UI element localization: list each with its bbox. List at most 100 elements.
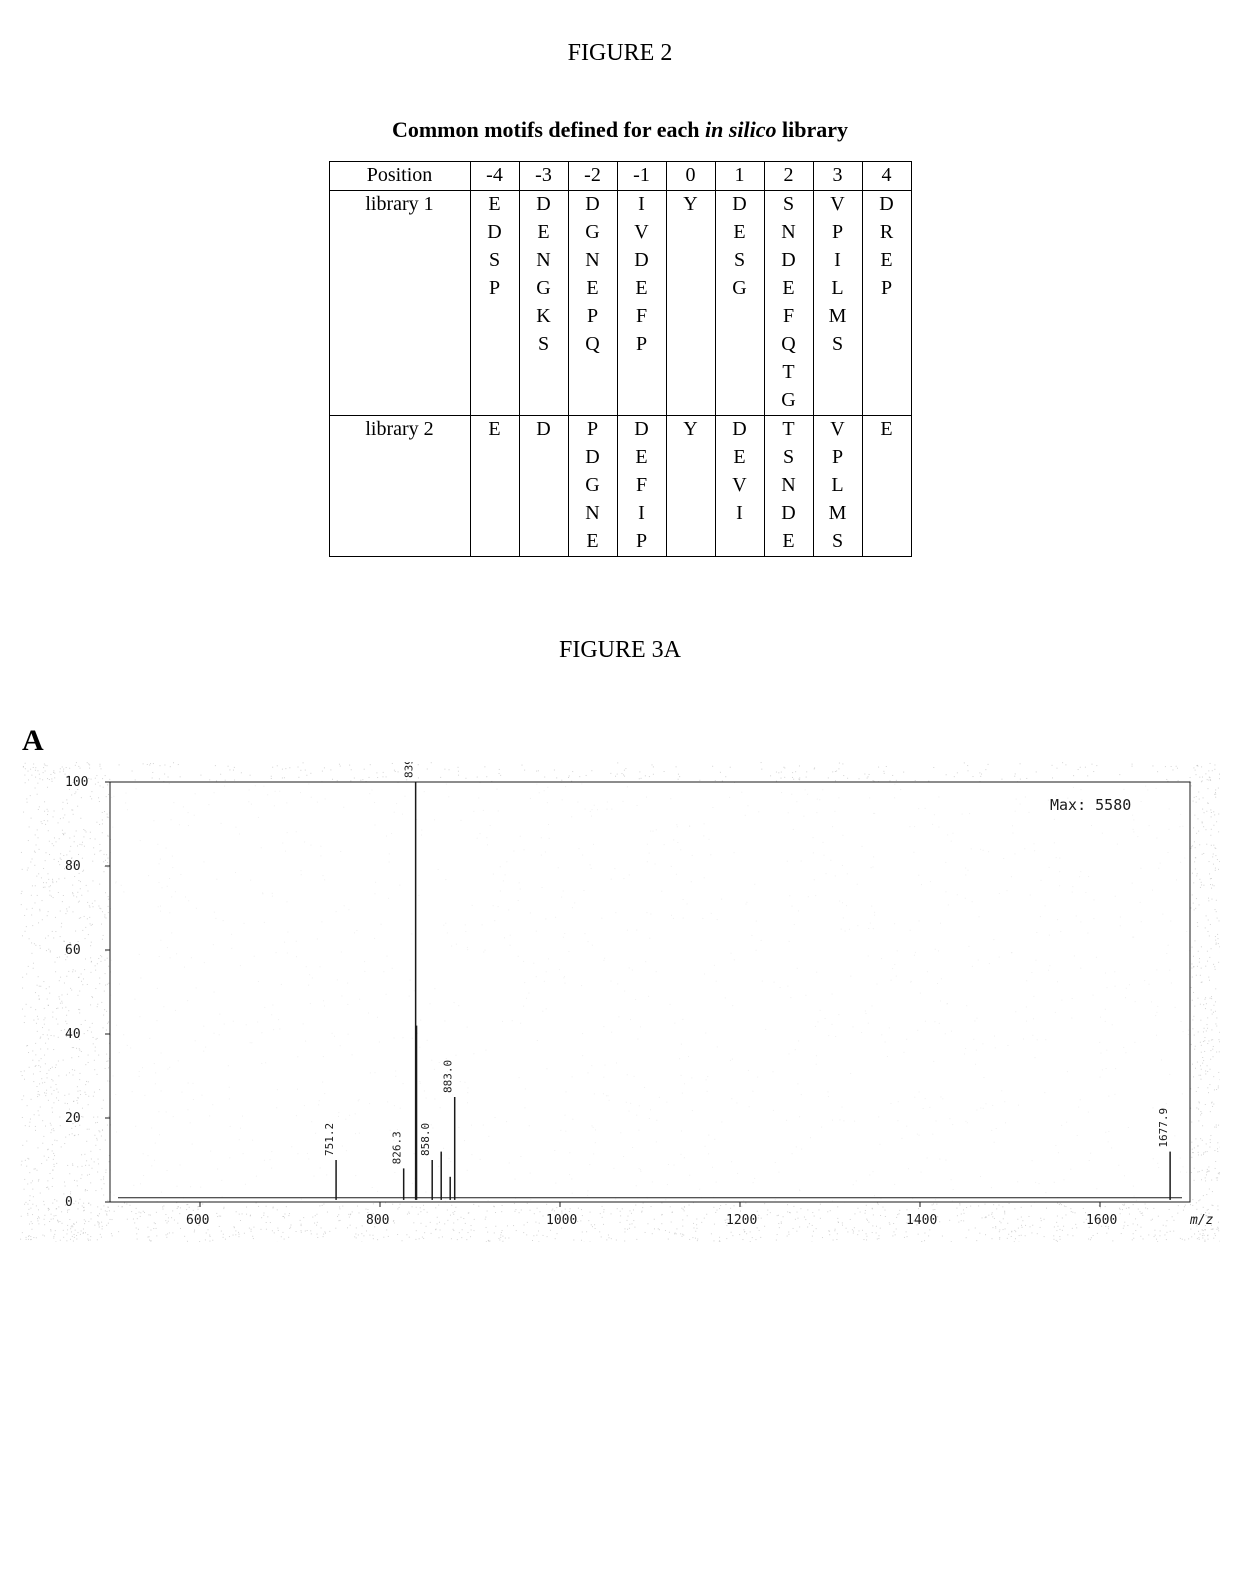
motif-cell: Y xyxy=(666,416,715,445)
motif-cell xyxy=(470,359,519,387)
library-label-cell xyxy=(329,528,470,557)
library-label-cell: library 2 xyxy=(329,416,470,445)
motif-cell: M xyxy=(813,500,862,528)
motif-cell: G xyxy=(715,275,764,303)
library-label-cell xyxy=(329,219,470,247)
motif-cell xyxy=(862,359,911,387)
svg-text:Max: 5580: Max: 5580 xyxy=(1050,796,1131,814)
motif-cell: S xyxy=(764,444,813,472)
motif-cell: G xyxy=(568,472,617,500)
motif-cell: E xyxy=(764,275,813,303)
motif-cell: E xyxy=(470,416,519,445)
motif-cell: E xyxy=(568,275,617,303)
motif-cell: E xyxy=(862,416,911,445)
motif-cell: F xyxy=(764,303,813,331)
motif-cell: E xyxy=(470,191,519,220)
motif-cell xyxy=(862,387,911,416)
motif-cell: V xyxy=(813,416,862,445)
motif-cell: E xyxy=(715,444,764,472)
motif-cell: V xyxy=(715,472,764,500)
motif-cell: F xyxy=(617,472,666,500)
header-cell: 0 xyxy=(666,162,715,191)
motif-cell: D xyxy=(764,247,813,275)
motif-cell: F xyxy=(617,303,666,331)
motif-cell: Y xyxy=(666,191,715,220)
motif-cell xyxy=(470,500,519,528)
motif-cell xyxy=(715,303,764,331)
motif-cell: S xyxy=(813,331,862,359)
motif-cell: E xyxy=(568,528,617,557)
motif-cell xyxy=(666,444,715,472)
motif-cell xyxy=(666,500,715,528)
motif-cell: P xyxy=(617,528,666,557)
motif-cell xyxy=(666,359,715,387)
motif-cell: N xyxy=(568,500,617,528)
library-label-cell xyxy=(329,500,470,528)
motif-cell xyxy=(813,387,862,416)
motif-cell: S xyxy=(715,247,764,275)
library-label-cell xyxy=(329,359,470,387)
motif-cell xyxy=(519,387,568,416)
motif-cell: D xyxy=(519,191,568,220)
motif-cell: I xyxy=(715,500,764,528)
svg-text:80: 80 xyxy=(65,859,81,874)
motif-cell xyxy=(470,472,519,500)
motif-cell: P xyxy=(862,275,911,303)
header-cell: 1 xyxy=(715,162,764,191)
motif-cell: T xyxy=(764,359,813,387)
svg-text:100: 100 xyxy=(65,775,88,790)
motif-cell xyxy=(862,500,911,528)
svg-text:751.2: 751.2 xyxy=(323,1123,336,1156)
motif-cell xyxy=(666,303,715,331)
motif-cell xyxy=(813,359,862,387)
library-label-cell xyxy=(329,247,470,275)
library-label-cell xyxy=(329,472,470,500)
header-cell: 3 xyxy=(813,162,862,191)
motif-cell: P xyxy=(617,331,666,359)
svg-text:1400: 1400 xyxy=(906,1213,937,1228)
motif-cell xyxy=(715,359,764,387)
header-cell: Position xyxy=(329,162,470,191)
motif-cell: G xyxy=(568,219,617,247)
motif-cell xyxy=(666,247,715,275)
motif-cell: D xyxy=(715,191,764,220)
svg-text:883.0: 883.0 xyxy=(442,1060,455,1093)
svg-text:1200: 1200 xyxy=(726,1213,757,1228)
motif-cell xyxy=(862,331,911,359)
header-cell: -2 xyxy=(568,162,617,191)
svg-text:600: 600 xyxy=(186,1213,209,1228)
motif-cell: D xyxy=(862,191,911,220)
motif-cell: S xyxy=(519,331,568,359)
svg-text:40: 40 xyxy=(65,1027,81,1042)
motif-cell: E xyxy=(862,247,911,275)
motif-cell xyxy=(715,331,764,359)
header-cell: 4 xyxy=(862,162,911,191)
motif-cell xyxy=(519,528,568,557)
motif-cell xyxy=(666,472,715,500)
motif-cell xyxy=(715,387,764,416)
svg-text:826.3: 826.3 xyxy=(391,1131,404,1164)
motif-cell xyxy=(862,303,911,331)
figure-2-label: FIGURE 2 xyxy=(20,40,1220,67)
motif-cell: N xyxy=(568,247,617,275)
motif-cell xyxy=(519,359,568,387)
svg-text:1000: 1000 xyxy=(546,1213,577,1228)
motif-cell: D xyxy=(519,416,568,445)
svg-text:800: 800 xyxy=(366,1213,389,1228)
motif-cell xyxy=(666,528,715,557)
motif-cell: E xyxy=(519,219,568,247)
motif-cell: Q xyxy=(568,331,617,359)
svg-text:1677.9: 1677.9 xyxy=(1157,1108,1170,1148)
motif-cell: D xyxy=(568,444,617,472)
motif-cell: L xyxy=(813,472,862,500)
motif-cell: P xyxy=(568,416,617,445)
library-label-cell: library 1 xyxy=(329,191,470,220)
motif-cell: I xyxy=(813,247,862,275)
motif-cell xyxy=(519,472,568,500)
library-label-cell xyxy=(329,303,470,331)
motif-cell: D xyxy=(715,416,764,445)
svg-text:m/z: m/z xyxy=(1189,1213,1214,1228)
library-label-cell xyxy=(329,387,470,416)
motif-cell: N xyxy=(764,472,813,500)
motif-cell xyxy=(519,500,568,528)
